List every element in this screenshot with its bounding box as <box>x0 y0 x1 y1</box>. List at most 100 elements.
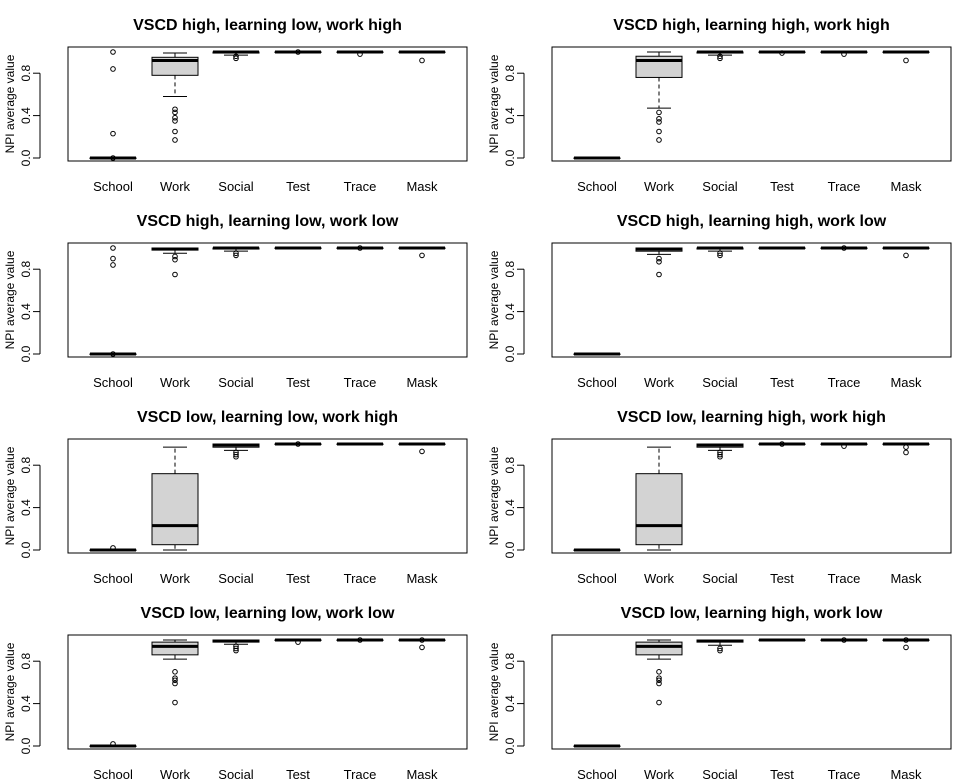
box-body <box>635 641 683 656</box>
box-social <box>696 443 744 460</box>
box-school <box>89 741 137 748</box>
chart-title: VSCD low, learning high, work high <box>617 409 886 426</box>
box-mask <box>398 442 446 455</box>
y-tick-label: 0.8 <box>503 653 517 670</box>
box-mask <box>398 246 446 259</box>
outlier-point <box>419 644 425 651</box>
x-tick-label: Mask <box>406 375 438 390</box>
outlier-point <box>110 741 116 747</box>
box-test <box>758 50 806 56</box>
x-tick-label: Mask <box>406 179 438 194</box>
x-tick-label: School <box>93 179 133 194</box>
box-school <box>573 548 621 552</box>
outlier-point <box>717 645 723 652</box>
y-tick-label: 0.0 <box>503 149 517 166</box>
boxplot-panel: VSCD low, learning low, work low NPI aver… <box>0 588 484 784</box>
x-tick-label: Trace <box>344 571 377 586</box>
outlier-point <box>656 677 662 684</box>
x-tick-label: Mask <box>890 571 922 586</box>
chart-svg: VSCD high, learning high, work high NPI a… <box>487 17 952 194</box>
x-tick-label: Work <box>644 767 675 782</box>
outlier-point <box>172 114 178 121</box>
outlier-point <box>656 271 662 278</box>
x-tick-label: Social <box>702 571 738 586</box>
box-school <box>89 245 137 357</box>
outlier-point <box>110 130 116 137</box>
plot-frame <box>551 242 952 358</box>
outlier-point <box>656 699 662 706</box>
box-work <box>151 247 199 278</box>
outlier-point <box>903 644 909 651</box>
chart-title: VSCD high, learning high, work low <box>617 213 887 230</box>
y-tick-label: 0.4 <box>19 107 33 124</box>
outlier-point <box>717 53 723 60</box>
box-mask <box>882 246 930 259</box>
x-tick-label: Test <box>286 571 310 586</box>
x-tick-label: Social <box>702 375 738 390</box>
plot-frame <box>67 634 468 750</box>
chart-svg: VSCD high, learning high, work low NPI av… <box>487 213 952 390</box>
plot-frame <box>67 438 468 554</box>
x-tick-label: Mask <box>890 179 922 194</box>
outlier-point <box>717 453 723 460</box>
x-tick-label: Work <box>160 375 191 390</box>
boxplot-panel: VSCD low, learning high, work high NPI av… <box>484 392 968 588</box>
y-tick-label: 0.4 <box>503 107 517 124</box>
boxplot-panel: VSCD high, learning low, work low NPI ave… <box>0 196 484 392</box>
outlier-point <box>172 118 178 124</box>
box-test <box>758 441 806 447</box>
box-mask <box>398 637 446 651</box>
outlier-point <box>172 109 178 116</box>
x-tick-label: Work <box>160 179 191 194</box>
box-test <box>274 638 322 645</box>
x-tick-label: Social <box>702 179 738 194</box>
x-tick-label: Mask <box>406 767 438 782</box>
x-tick-label: Test <box>286 767 310 782</box>
y-tick-label: 0.4 <box>503 695 517 712</box>
x-tick-label: Mask <box>890 375 922 390</box>
outlier-point <box>419 252 425 259</box>
outlier-point <box>172 256 178 263</box>
x-tick-label: School <box>93 375 133 390</box>
box-test <box>274 246 322 250</box>
outlier-point <box>357 245 363 251</box>
outlier-point <box>656 675 662 681</box>
chart-svg: VSCD low, learning high, work high NPI av… <box>487 409 952 586</box>
y-axis-label: NPI average value <box>487 446 501 545</box>
outlier-point <box>357 637 363 643</box>
box-social <box>212 246 260 259</box>
box-mask <box>882 637 930 651</box>
outlier-point <box>903 444 909 450</box>
chart-title: VSCD low, learning low, work low <box>141 605 396 622</box>
outlier-point <box>419 57 425 64</box>
x-tick-label: School <box>577 179 617 194</box>
outlier-point <box>779 441 785 447</box>
box-work <box>635 51 683 143</box>
y-axis-label: NPI average value <box>3 54 17 153</box>
outlier-point <box>903 57 909 64</box>
y-tick-label: 0.0 <box>503 541 517 558</box>
x-tick-label: Mask <box>890 767 922 782</box>
x-tick-label: Trace <box>344 179 377 194</box>
box-school <box>573 744 621 748</box>
y-tick-label: 0.8 <box>503 261 517 278</box>
y-tick-label: 0.0 <box>503 737 517 754</box>
chart-title: VSCD high, learning low, work low <box>137 213 399 230</box>
box-social <box>696 50 744 62</box>
outlier-point <box>419 448 425 455</box>
outlier-point <box>110 262 116 268</box>
outlier-point <box>233 645 239 652</box>
box-body <box>151 473 199 546</box>
chart-title: VSCD low, learning low, work high <box>137 409 398 426</box>
chart-svg: VSCD high, learning low, work high NPI av… <box>3 17 468 194</box>
box-work <box>635 446 683 551</box>
box-trace <box>820 637 868 643</box>
x-tick-label: Work <box>644 571 675 586</box>
y-axis-label: NPI average value <box>487 250 501 349</box>
outlier-point <box>172 271 178 278</box>
outlier-point <box>233 53 239 60</box>
y-axis-label: NPI average value <box>3 642 17 741</box>
x-tick-label: Trace <box>828 375 861 390</box>
y-tick-label: 0.0 <box>503 345 517 362</box>
y-tick-label: 0.8 <box>19 65 33 82</box>
